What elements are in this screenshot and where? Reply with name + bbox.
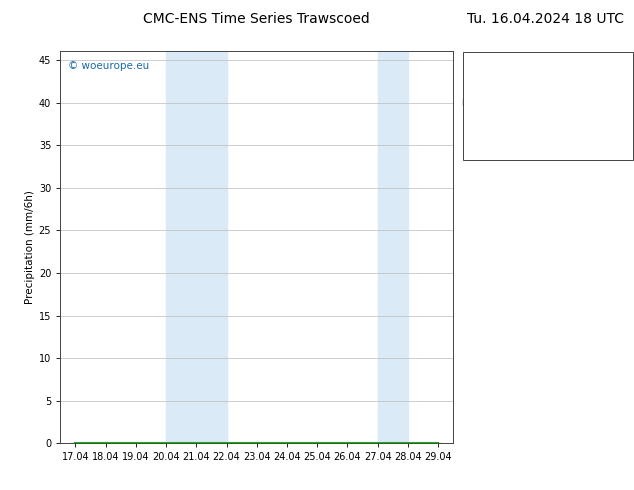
Text: min/max: min/max <box>516 65 558 74</box>
Text: © woeurope.eu: © woeurope.eu <box>68 61 150 71</box>
Y-axis label: Precipitation (mm/6h): Precipitation (mm/6h) <box>25 191 34 304</box>
Text: Tu. 16.04.2024 18 UTC: Tu. 16.04.2024 18 UTC <box>467 12 624 26</box>
Text: Ensemble mean run: Ensemble mean run <box>462 99 558 108</box>
Text: Controll run: Controll run <box>502 116 558 125</box>
Bar <box>378 51 408 443</box>
Text: Standard deviation: Standard deviation <box>467 82 558 91</box>
Bar <box>166 51 226 443</box>
Text: CMC-ENS Time Series Trawscoed: CMC-ENS Time Series Trawscoed <box>143 12 370 26</box>
